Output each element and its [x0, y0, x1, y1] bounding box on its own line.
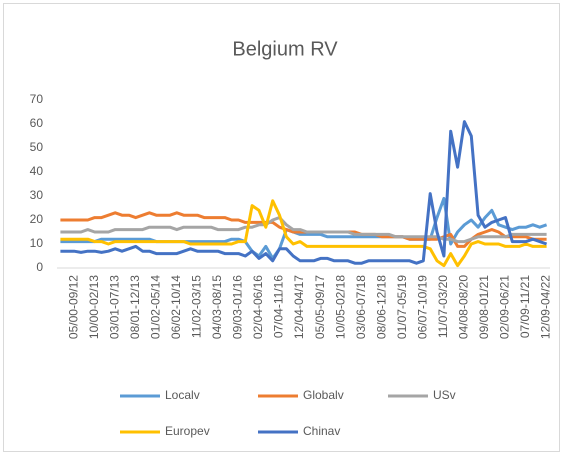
series-line	[60, 199, 547, 268]
x-tick-label: 08/06-12/18	[374, 275, 388, 339]
y-tick-label: 40	[30, 164, 44, 178]
legend-label: Localv	[165, 388, 200, 402]
y-tick-label: 60	[30, 116, 44, 130]
legend-label: Europev	[165, 424, 210, 438]
x-tick-label: 01/02-05/14	[148, 275, 162, 339]
series-line	[60, 120, 548, 265]
x-tick-label: 03/01-07/13	[107, 275, 121, 339]
x-tick-label: 11/07-03/20	[436, 275, 450, 338]
x-tick-label: 02/04-06/16	[251, 275, 265, 339]
x-tick-label: 05/00-09/12	[66, 275, 80, 339]
y-tick-label: 50	[30, 140, 44, 154]
series-line	[60, 196, 548, 260]
x-tick-label: 04/08-08/20	[457, 275, 471, 339]
y-tick-label: 0	[36, 260, 43, 274]
x-tick-label: 07/09-11/21	[518, 275, 532, 338]
series-line	[60, 216, 547, 244]
y-tick-label: 30	[30, 188, 44, 202]
x-tick-label: 07/04-11/16	[272, 275, 286, 338]
legend-label: Chinav	[303, 424, 340, 438]
y-tick-label: 70	[30, 92, 44, 106]
x-tick-label: 06/02-10/14	[169, 275, 183, 339]
x-tick-label: 01/07-05/19	[395, 275, 409, 339]
legend-label: Globalv	[303, 388, 344, 402]
y-tick-label: 20	[30, 212, 44, 226]
x-tick-label: 05/05-09/17	[313, 275, 327, 339]
x-tick-label: 11/02-03/15	[190, 275, 204, 338]
x-tick-label: 10/05-02/18	[333, 275, 347, 339]
y-tick-label: 10	[30, 236, 44, 250]
x-tick-label: 08/01-12/13	[128, 275, 142, 339]
x-tick-label: 09/03-01/16	[231, 275, 245, 339]
x-tick-label: 04/03-08/15	[210, 275, 224, 339]
x-tick-label: 06/07-10/19	[415, 275, 429, 339]
x-tick-label: 03/06-07/18	[354, 275, 368, 339]
x-tick-label: 12/09-04/22	[539, 275, 553, 339]
x-tick-label: 12/04-04/17	[292, 275, 306, 339]
x-tick-label: 09/08-01/21	[477, 275, 491, 339]
legend-label: USv	[433, 388, 456, 402]
x-tick-label: 02/09-06/21	[498, 275, 512, 339]
chart-title: Belgium RV	[232, 38, 338, 60]
x-tick-label: 10/00-02/13	[87, 275, 101, 339]
